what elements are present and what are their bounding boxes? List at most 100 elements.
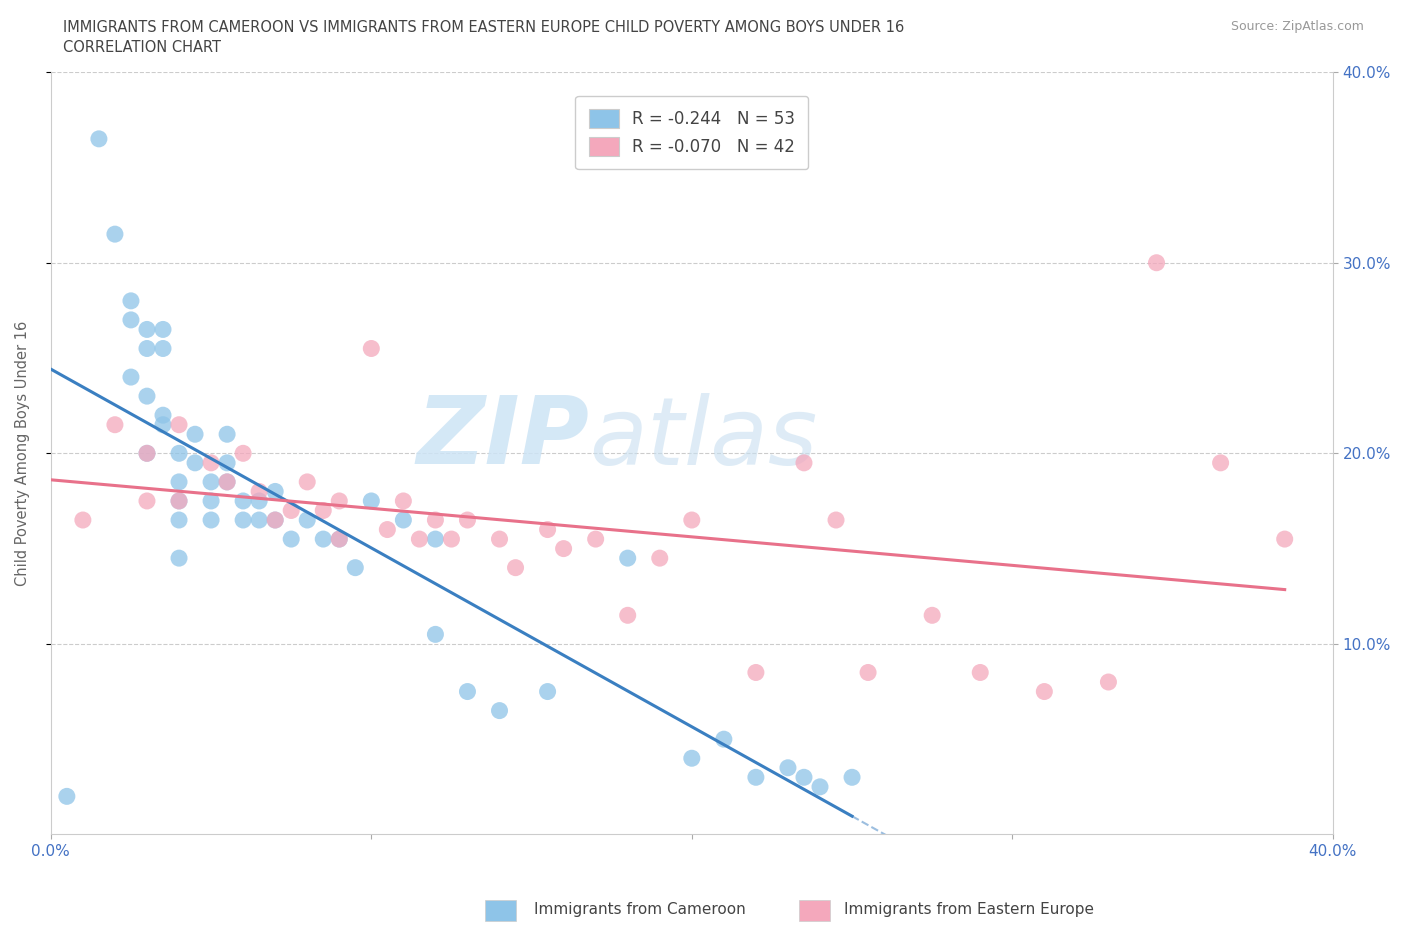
Point [856, 665, 879, 680]
Point [297, 512, 319, 527]
Text: Immigrants from Cameroon: Immigrants from Cameroon [534, 902, 747, 917]
Point [167, 418, 190, 432]
Point [505, 560, 527, 575]
Point [488, 532, 510, 547]
Point [360, 341, 382, 356]
Point [713, 732, 735, 747]
Point [328, 532, 350, 547]
Point [247, 512, 270, 527]
Point [136, 389, 159, 404]
Point [1146, 256, 1168, 271]
Point [72, 512, 94, 527]
Point [232, 494, 254, 509]
Point [1274, 532, 1296, 547]
Point [1209, 456, 1232, 471]
Point [167, 445, 190, 460]
Text: atlas: atlas [589, 392, 817, 484]
Point [217, 427, 239, 442]
Text: CORRELATION CHART: CORRELATION CHART [63, 40, 221, 55]
Text: ZIP: ZIP [416, 392, 589, 485]
Point [425, 512, 447, 527]
Point [536, 684, 558, 699]
Point [921, 608, 943, 623]
Point [167, 512, 190, 527]
Point [344, 560, 367, 575]
Point [825, 512, 848, 527]
Point [456, 684, 478, 699]
Point [360, 494, 382, 509]
Point [120, 293, 142, 308]
Point [280, 503, 302, 518]
Point [392, 512, 415, 527]
Point [217, 474, 239, 489]
Point [152, 322, 174, 337]
Point [793, 770, 815, 785]
Point [136, 341, 159, 356]
Point [793, 456, 815, 471]
Text: IMMIGRANTS FROM CAMEROON VS IMMIGRANTS FROM EASTERN EUROPE CHILD POVERTY AMONG B: IMMIGRANTS FROM CAMEROON VS IMMIGRANTS F… [63, 20, 904, 35]
Point [312, 532, 335, 547]
Point [392, 494, 415, 509]
Point [136, 494, 159, 509]
Point [87, 131, 110, 146]
Point [681, 512, 703, 527]
Point [104, 227, 127, 242]
Point [280, 532, 302, 547]
Point [745, 770, 768, 785]
Point [456, 512, 478, 527]
Point [312, 503, 335, 518]
Point [616, 551, 638, 565]
Text: Source: ZipAtlas.com: Source: ZipAtlas.com [1230, 20, 1364, 33]
Point [232, 512, 254, 527]
Point [200, 494, 222, 509]
Point [536, 522, 558, 537]
Point [648, 551, 671, 565]
Point [120, 312, 142, 327]
Y-axis label: Child Poverty Among Boys Under 16: Child Poverty Among Boys Under 16 [15, 321, 30, 586]
Point [328, 532, 350, 547]
Point [1033, 684, 1056, 699]
Point [136, 322, 159, 337]
Point [247, 484, 270, 498]
Point [152, 341, 174, 356]
Point [184, 427, 207, 442]
Point [488, 703, 510, 718]
Point [408, 532, 430, 547]
Point [969, 665, 991, 680]
Point [200, 456, 222, 471]
Point [681, 751, 703, 765]
Point [808, 779, 831, 794]
Point [136, 445, 159, 460]
Point [425, 627, 447, 642]
Point [328, 494, 350, 509]
Point [297, 474, 319, 489]
Point [232, 445, 254, 460]
Point [1097, 674, 1119, 689]
Point [217, 474, 239, 489]
Point [841, 770, 863, 785]
Point [120, 369, 142, 384]
Point [264, 512, 287, 527]
Point [167, 494, 190, 509]
Point [247, 494, 270, 509]
Point [745, 665, 768, 680]
Point [167, 474, 190, 489]
Point [152, 407, 174, 422]
Point [56, 789, 79, 804]
Point [776, 761, 799, 776]
Point [264, 484, 287, 498]
Point [585, 532, 607, 547]
Point [200, 512, 222, 527]
Point [440, 532, 463, 547]
Point [167, 551, 190, 565]
Text: Immigrants from Eastern Europe: Immigrants from Eastern Europe [844, 902, 1094, 917]
Point [136, 445, 159, 460]
Point [184, 456, 207, 471]
Point [152, 418, 174, 432]
Point [217, 456, 239, 471]
Point [200, 474, 222, 489]
Point [553, 541, 575, 556]
Point [375, 522, 398, 537]
Point [425, 532, 447, 547]
Point [104, 418, 127, 432]
